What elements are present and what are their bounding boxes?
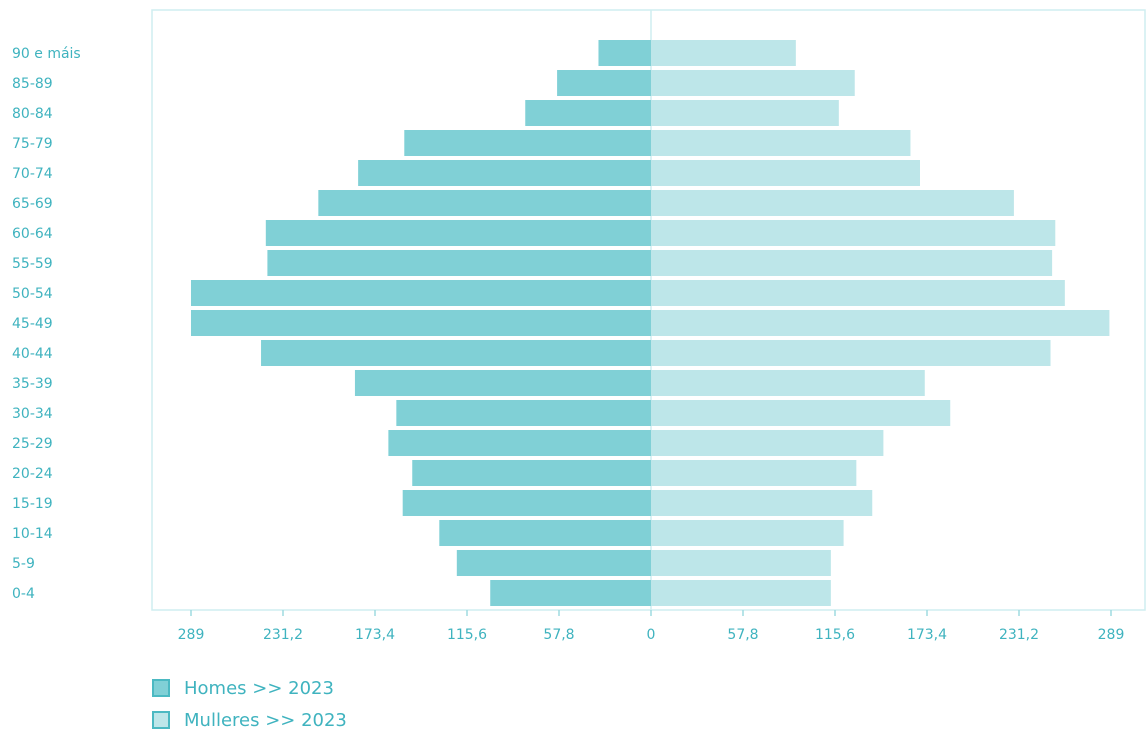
bar-homes-20-24[interactable] [412, 460, 651, 486]
y-tick-label: 45-49 [12, 316, 53, 332]
x-tick-label: 0 [647, 627, 656, 643]
bar-homes-10-14[interactable] [439, 520, 651, 546]
bar-homes-90-e-máis[interactable] [598, 40, 651, 66]
legend-label-mulleres: Mulleres >> 2023 [184, 709, 347, 731]
bar-mulleres-15-19[interactable] [651, 490, 873, 516]
legend-item-homes[interactable]: Homes >> 2023 [152, 672, 347, 704]
bar-homes-0-4[interactable] [490, 580, 651, 606]
legend-label-homes: Homes >> 2023 [184, 677, 334, 699]
bar-homes-30-34[interactable] [396, 400, 651, 426]
bar-mulleres-65-69[interactable] [651, 190, 1014, 216]
bar-homes-25-29[interactable] [388, 430, 651, 456]
x-tick-label: 115,6 [815, 627, 855, 643]
legend-item-mulleres[interactable]: Mulleres >> 2023 [152, 704, 347, 736]
x-tick-label: 289 [1098, 627, 1125, 643]
x-tick-label: 231,2 [263, 627, 303, 643]
bar-mulleres-25-29[interactable] [651, 430, 884, 456]
y-tick-label: 60-64 [12, 226, 53, 242]
legend-swatch-homes [152, 679, 170, 697]
population-pyramid-chart: 0-4 5-9 10-14 15-19 20-24 25-29 30-34 35-39 40-4… [12, 9, 1146, 643]
x-tick-label: 289 [178, 627, 205, 643]
bar-homes-85-89[interactable] [557, 70, 651, 96]
bar-mulleres-80-84[interactable] [651, 100, 839, 126]
y-tick-label: 20-24 [12, 466, 53, 482]
bar-mulleres-5-9[interactable] [651, 550, 831, 576]
bar-mulleres-90-e-máis[interactable] [651, 40, 796, 66]
y-tick-label: 40-44 [12, 346, 53, 362]
bar-mulleres-75-79[interactable] [651, 130, 911, 156]
bar-homes-80-84[interactable] [525, 100, 651, 126]
x-ticks: 289 231,2 173,4 115,6 57,8 0 57,8 115,6 173,4 231… [178, 610, 1125, 643]
y-tick-labels: 0-4 5-9 10-14 15-19 20-24 25-29 30-34 35-39 40-4… [12, 46, 81, 602]
x-tick-label: 57,8 [543, 627, 574, 643]
bar-homes-75-79[interactable] [404, 130, 651, 156]
bar-mulleres-10-14[interactable] [651, 520, 844, 546]
y-tick-label: 80-84 [12, 106, 53, 122]
x-tick-label: 57,8 [727, 627, 758, 643]
plot-frame [151, 9, 1146, 611]
bar-homes-40-44[interactable] [261, 340, 651, 366]
bar-mulleres-30-34[interactable] [651, 400, 951, 426]
y-tick-label: 5-9 [12, 556, 35, 572]
y-tick-label: 35-39 [12, 376, 53, 392]
bar-mulleres-45-49[interactable] [651, 310, 1110, 336]
bar-mulleres-0-4[interactable] [651, 580, 831, 606]
bar-homes-70-74[interactable] [358, 160, 651, 186]
x-tick-label: 173,4 [907, 627, 947, 643]
bar-homes-50-54[interactable] [191, 280, 651, 306]
bar-mulleres-20-24[interactable] [651, 460, 857, 486]
y-tick-label: 10-14 [12, 526, 53, 542]
bar-mulleres-70-74[interactable] [651, 160, 920, 186]
bars-group [191, 40, 1110, 606]
y-tick-label: 85-89 [12, 76, 53, 92]
x-tick-label: 173,4 [355, 627, 395, 643]
y-tick-label: 50-54 [12, 286, 53, 302]
bar-homes-35-39[interactable] [354, 370, 651, 396]
x-tick-label: 231,2 [999, 627, 1039, 643]
y-tick-label: 30-34 [12, 406, 53, 422]
bar-homes-65-69[interactable] [318, 190, 651, 216]
y-tick-label: 55-59 [12, 256, 53, 272]
bar-homes-45-49[interactable] [191, 310, 651, 336]
bar-mulleres-55-59[interactable] [651, 250, 1053, 276]
y-tick-label: 75-79 [12, 136, 53, 152]
y-tick-label: 90 e máis [12, 46, 81, 62]
legend-swatch-mulleres [152, 711, 170, 729]
bar-mulleres-85-89[interactable] [651, 70, 855, 96]
y-tick-label: 25-29 [12, 436, 53, 452]
bar-homes-5-9[interactable] [456, 550, 651, 576]
y-tick-label: 15-19 [12, 496, 53, 512]
legend: Homes >> 2023 Mulleres >> 2023 [152, 672, 347, 736]
bar-homes-55-59[interactable] [267, 250, 651, 276]
y-tick-label: 70-74 [12, 166, 53, 182]
x-tick-label: 115,6 [447, 627, 487, 643]
bar-mulleres-50-54[interactable] [651, 280, 1065, 306]
bar-homes-60-64[interactable] [265, 220, 651, 246]
bar-mulleres-35-39[interactable] [651, 370, 925, 396]
bar-homes-15-19[interactable] [402, 490, 651, 516]
y-tick-label: 65-69 [12, 196, 53, 212]
bar-mulleres-40-44[interactable] [651, 340, 1051, 366]
bar-mulleres-60-64[interactable] [651, 220, 1056, 246]
y-tick-label: 0-4 [12, 586, 35, 602]
